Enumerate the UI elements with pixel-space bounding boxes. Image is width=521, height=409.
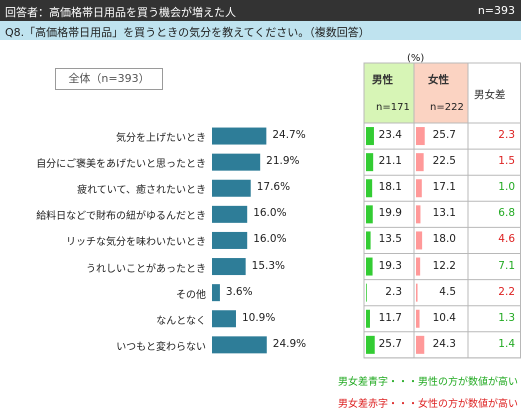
female-bar: [416, 309, 420, 328]
male-value-label: 19.9: [378, 207, 402, 220]
total-bar: [212, 231, 248, 249]
category-label: リッチな気分を味わいたいとき: [66, 237, 206, 249]
male-bar: [366, 231, 371, 250]
female-header-cell: [414, 63, 468, 123]
total-value-label: 21.9%: [266, 155, 300, 168]
male-value-label: 18.1: [378, 181, 402, 194]
diff-value-label: 1.4: [498, 337, 515, 350]
category-label: なんとなく: [156, 315, 206, 327]
female-header-label: 女性: [428, 74, 449, 86]
category-label: いつもと変わらない: [116, 341, 206, 353]
header-bar: 回答者：高価格帯日用品を買う機会が増えた人 n=393: [0, 0, 521, 21]
total-value-label: 24.7%: [272, 129, 306, 142]
total-label-box: 全体（n=393）: [55, 68, 163, 90]
respondents-count: n=393: [477, 4, 515, 17]
total-value-label: 15.3%: [251, 259, 286, 272]
female-bar: [416, 283, 418, 302]
female-bar: [416, 231, 423, 250]
male-bar: [366, 153, 374, 172]
female-value-label: 10.4: [432, 311, 456, 324]
question-bar: Q8.「高価格帯日用品」を買うときの気分を教えてください。（複数回答）: [0, 21, 521, 40]
female-bar: [416, 205, 421, 224]
male-bar: [366, 309, 370, 328]
female-value-label: 17.1: [432, 181, 456, 194]
male-value-label: 19.3: [378, 259, 402, 272]
female-value-label: 18.0: [432, 233, 456, 246]
female-bar: [416, 335, 425, 354]
unit-label: (%): [407, 53, 425, 64]
respondents-label: 回答者：高価格帯日用品を買う機会が増えた人: [5, 6, 236, 19]
total-value-label: 16.0%: [253, 207, 287, 220]
category-label: その他: [176, 289, 206, 301]
question-text: Q8.「高価格帯日用品」を買うときの気分を教えてください。（複数回答）: [5, 26, 370, 39]
male-bar: [366, 179, 373, 198]
legend-red-note: 男女差赤字・・・女性の方が数値が高い: [338, 399, 518, 409]
male-value-label: 13.5: [378, 233, 402, 246]
male-bar: [366, 205, 373, 224]
female-value-label: 12.2: [432, 259, 456, 272]
female-bar: [416, 127, 425, 146]
diff-value-label: 7.1: [498, 259, 515, 272]
total-value-label: 16.0%: [253, 233, 287, 246]
diff-value-label: 1.3: [498, 311, 515, 324]
female-value-label: 4.5: [439, 285, 456, 298]
total-bar: [212, 179, 251, 197]
diff-header-label: 男女差: [474, 89, 506, 101]
diff-value-label: 1.0: [498, 181, 515, 194]
male-value-label: 25.7: [378, 337, 402, 350]
female-value-label: 24.3: [432, 337, 456, 350]
total-bar: [212, 153, 261, 171]
male-header-cell: [364, 63, 414, 123]
male-value-label: 2.3: [385, 285, 402, 298]
female-n-label: n=222: [430, 102, 464, 113]
male-n-label: n=171: [376, 102, 410, 113]
diff-value-label: 4.6: [498, 233, 515, 246]
diff-value-label: 2.2: [498, 285, 515, 298]
male-header-label: 男性: [372, 74, 393, 86]
total-bar: [212, 310, 236, 328]
diff-value-label: 2.3: [498, 129, 515, 142]
female-bar: [416, 179, 422, 198]
total-bar: [212, 205, 248, 223]
male-bar: [366, 335, 375, 354]
total-bar: [212, 336, 267, 354]
male-bar: [366, 283, 367, 302]
total-value-label: 24.9%: [272, 337, 307, 350]
total-value-label: 17.6%: [256, 181, 291, 194]
total-bar: [212, 127, 267, 145]
category-label: 給料日などで財布の紐がゆるんだとき: [36, 211, 206, 223]
legend-blue-note: 男女差青字・・・男性の方が数値が高い: [338, 377, 518, 388]
category-label: 疲れていて、癒されたいとき: [77, 185, 206, 197]
male-bar: [366, 127, 374, 146]
male-value-label: 23.4: [378, 129, 402, 142]
female-bar: [416, 257, 421, 276]
total-bar: [212, 284, 220, 302]
female-value-label: 22.5: [432, 155, 456, 168]
category-label: うれしいことがあったとき: [86, 263, 206, 275]
female-value-label: 13.1: [432, 207, 456, 220]
male-bar: [366, 257, 373, 276]
male-value-label: 11.7: [378, 311, 402, 324]
female-value-label: 25.7: [432, 129, 456, 142]
category-label: 自分にご褒美をあげたいと思ったとき: [36, 159, 206, 171]
total-value-label: 3.6%: [225, 285, 253, 298]
total-bar: [212, 258, 246, 276]
diff-value-label: 6.8: [498, 207, 515, 220]
total-value-label: 10.9%: [241, 311, 276, 324]
female-bar: [416, 153, 424, 172]
category-label: 気分を上げたいとき: [116, 133, 206, 145]
male-value-label: 21.1: [378, 155, 402, 168]
diff-value-label: 1.5: [498, 155, 515, 168]
